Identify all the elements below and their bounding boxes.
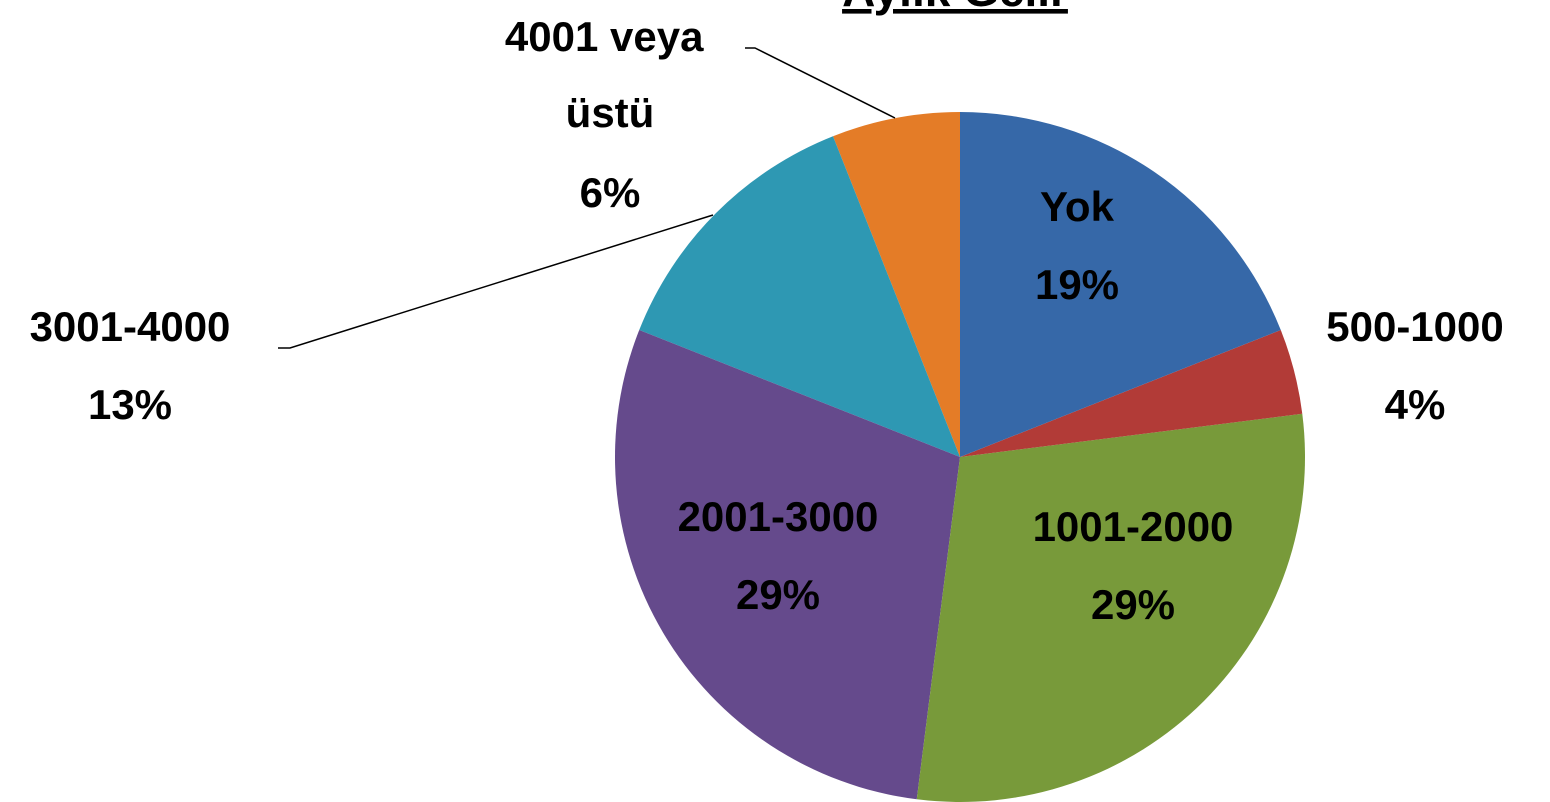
category-label: 1001-2000 [1033,503,1234,550]
category-label: 3001-4000 [30,303,231,350]
value-label: 4% [1385,381,1446,428]
pie-slice [960,329,1303,457]
value-label: 6% [580,169,641,216]
pie-slice [832,112,960,457]
category-label: 2001-3000 [678,493,879,540]
category-label: 500-1000 [1326,303,1504,350]
category-label: Yok [1040,183,1115,230]
value-label: 13% [88,381,172,428]
chart-title: Aylık Gelir [842,0,1068,16]
pie-slice [916,413,1305,802]
value-label: 29% [736,571,820,618]
category-label: 4001 veya üstü [505,13,715,136]
leader-line [745,47,896,119]
pie-slice [615,329,960,800]
label-line: üstü [566,89,655,136]
value-label: 29% [1091,581,1175,628]
leader-line [278,214,714,349]
pie-slice [639,136,960,457]
pie-slice [960,112,1281,457]
value-label: 19% [1035,261,1119,308]
label-line: 4001 veya [505,13,715,60]
